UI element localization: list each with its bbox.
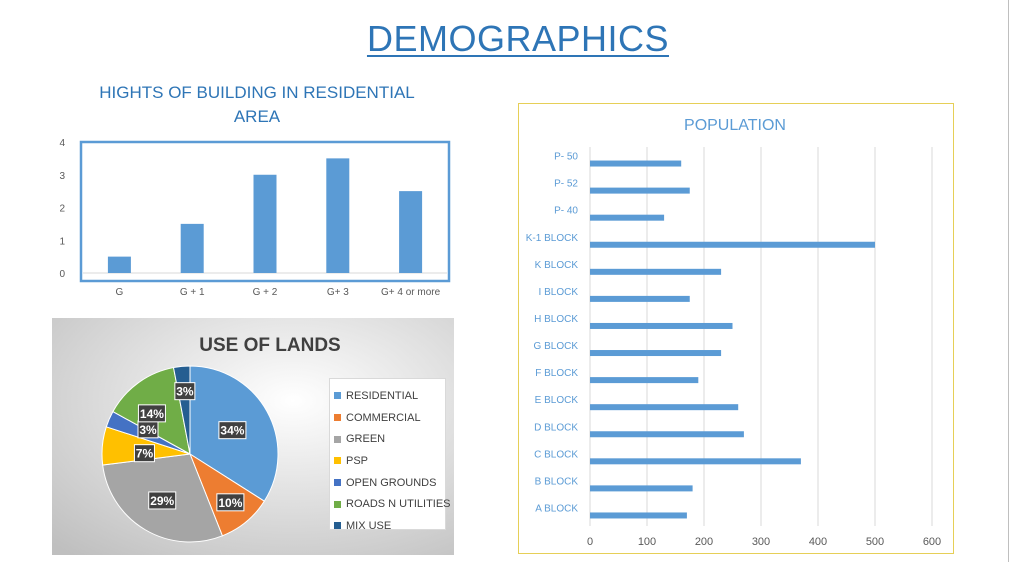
chart-title-line-2: AREA — [234, 107, 281, 126]
legend-label: COMMERCIAL — [346, 411, 421, 424]
bar — [590, 241, 875, 248]
x-tick-label: 0 — [587, 536, 593, 548]
y-tick-label: K-1 BLOCK — [526, 233, 579, 244]
legend-swatch — [334, 522, 341, 530]
y-tick-label: P- 50 — [554, 152, 578, 163]
data-label-box — [148, 491, 177, 510]
page-title: DEMOGRAPHICS — [366, 18, 670, 59]
y-tick-label: I BLOCK — [539, 287, 579, 298]
x-tick-label: G+ 3 — [327, 287, 349, 298]
legend-swatch — [334, 435, 341, 443]
land-use-chart: USE OF LANDS 34% 10% 29% 7% 3% 14% 3% — [52, 318, 454, 555]
y-tick-label: 0 — [59, 269, 65, 280]
bar — [590, 322, 733, 329]
data-label: 7% — [136, 447, 154, 461]
y-tick-label: A BLOCK — [535, 503, 578, 514]
page-border — [1008, 0, 1009, 562]
bar — [590, 160, 682, 167]
legend-label: GREEN — [346, 433, 386, 446]
legend-label: ROADS N UTILITIES — [346, 498, 451, 511]
y-tick-label: 4 — [59, 138, 65, 149]
x-tick-label: 300 — [752, 536, 770, 548]
x-tick-label: 500 — [866, 536, 884, 548]
y-tick-label: 3 — [59, 171, 65, 182]
bar — [590, 485, 693, 492]
data-label-box — [133, 444, 155, 463]
y-tick-label: H BLOCK — [534, 314, 578, 325]
y-tick-label: 2 — [59, 204, 65, 215]
bar — [590, 187, 690, 194]
bar — [590, 377, 699, 384]
legend-item: OPEN GROUNDS — [334, 472, 445, 494]
x-tick-label: 200 — [695, 536, 713, 548]
bar — [590, 350, 722, 357]
y-tick-label: F BLOCK — [535, 368, 578, 379]
legend-label: RESIDENTIAL — [346, 389, 419, 402]
chart-border — [518, 103, 954, 554]
bar — [590, 512, 687, 519]
legend-item: ROADS N UTILITIES — [334, 493, 451, 515]
x-tick-label: 100 — [638, 536, 656, 548]
population-chart: POPULATION P- 50 P- 52 P- 40 K-1 BLOCK K BLO… — [518, 103, 954, 554]
bar — [107, 256, 131, 273]
data-label-box — [174, 382, 196, 401]
bar — [590, 214, 665, 221]
bar — [590, 458, 801, 465]
data-label: 10% — [218, 496, 242, 510]
legend-item: PSP — [334, 450, 445, 472]
y-tick-label: P- 40 — [554, 206, 578, 217]
x-tick-label: G + 1 — [180, 287, 205, 298]
legend-swatch — [334, 500, 341, 508]
x-tick-label: G — [116, 287, 124, 298]
bar — [590, 431, 744, 438]
population-chart-title: POPULATION — [684, 117, 786, 134]
x-tick-label: G+ 4 or more — [381, 287, 441, 298]
data-label: 29% — [150, 494, 174, 508]
legend-swatch — [334, 457, 341, 465]
legend-swatch — [334, 479, 341, 487]
data-label-box — [218, 421, 247, 440]
chart-title-line-1: HIGHTS OF BUILDING IN RESIDENTIAL — [99, 83, 415, 102]
legend-swatch — [334, 414, 341, 422]
y-tick-label: C BLOCK — [534, 449, 578, 460]
y-tick-label: G BLOCK — [534, 341, 579, 352]
bar — [180, 223, 204, 273]
building-heights-chart: HIGHTS OF BUILDING IN RESIDENTIAL AREA 0… — [59, 83, 451, 298]
y-tick-label: K BLOCK — [535, 260, 579, 271]
y-tick-label: B BLOCK — [535, 476, 579, 487]
legend-label: PSP — [346, 454, 369, 467]
legend-label: OPEN GROUNDS — [346, 476, 437, 489]
legend-label: MIX USE — [346, 519, 392, 532]
bar — [399, 191, 423, 273]
y-tick-label: 1 — [59, 236, 65, 247]
legend-item: GREEN — [334, 428, 445, 450]
data-label: 3% — [139, 423, 157, 437]
bar — [590, 404, 739, 411]
x-tick-label: 400 — [809, 536, 827, 548]
legend-item: MIX USE — [334, 515, 445, 537]
x-tick-label: 600 — [923, 536, 941, 548]
legend-item: RESIDENTIAL — [334, 385, 445, 407]
bar — [253, 174, 277, 273]
bar — [590, 268, 722, 275]
bar — [326, 158, 350, 273]
y-tick-label: P- 52 — [554, 179, 578, 190]
data-label-box — [216, 493, 245, 512]
y-tick-label: D BLOCK — [534, 422, 578, 433]
data-label: 3% — [176, 385, 194, 399]
data-label-box — [137, 404, 166, 423]
legend-item: COMMERCIAL — [334, 407, 445, 429]
bar — [590, 295, 690, 302]
legend-swatch — [334, 392, 341, 400]
pie-legend: RESIDENTIAL COMMERCIAL GREEN PSP OPEN GROUND… — [329, 378, 451, 532]
data-label: 14% — [140, 407, 164, 421]
x-tick-label: G + 2 — [253, 287, 278, 298]
y-tick-label: E BLOCK — [535, 395, 579, 406]
pie-chart-title: USE OF LANDS — [199, 335, 340, 356]
data-label: 34% — [220, 424, 244, 438]
